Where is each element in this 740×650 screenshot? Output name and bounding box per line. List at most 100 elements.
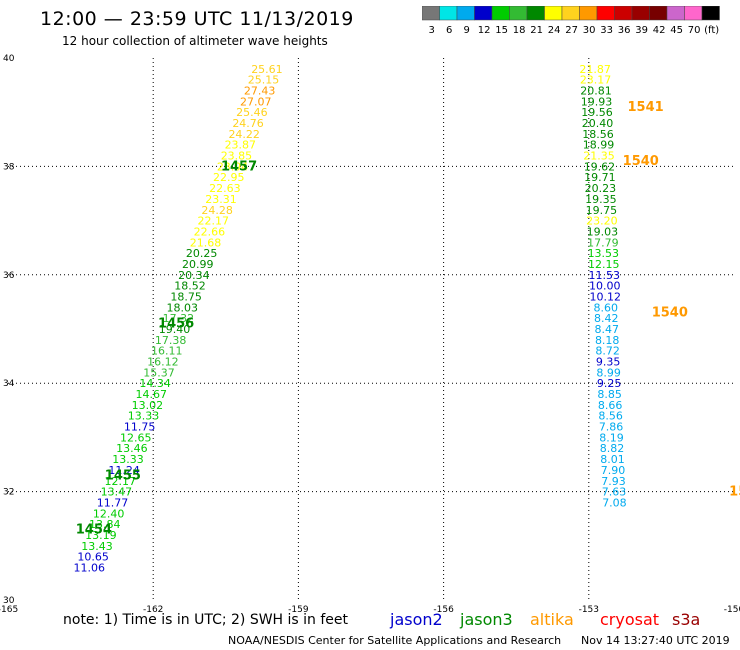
wave-height-value: 17.32 [163, 312, 195, 325]
wave-height-value: 22.63 [209, 182, 241, 195]
wave-height-value: 21.87 [579, 63, 611, 76]
wave-height-value: 18.03 [166, 301, 198, 314]
y-tick-label: 34 [3, 379, 15, 389]
wave-height-value: 11.75 [124, 421, 156, 434]
legend-label: 9 [463, 25, 469, 36]
wave-height-value: 13.43 [81, 540, 113, 553]
legend-cryosat: cryosat [600, 610, 660, 629]
wave-height-value: 8.72 [595, 345, 620, 358]
wave-height-value: 25.46 [236, 106, 268, 119]
legend-label: 36 [618, 25, 631, 36]
x-tick-label: -165 [0, 605, 18, 615]
wave-height-value: 25.15 [248, 74, 280, 87]
wave-height-value: 24.76 [232, 117, 264, 130]
wave-height-value: 7.63 [602, 486, 627, 499]
wave-height-value: 13.33 [128, 410, 160, 423]
legend-label: 45 [670, 25, 683, 36]
track-time-label: 1456 [158, 317, 194, 332]
wave-height-value: 13.53 [588, 247, 620, 260]
legend-s3a: s3a [672, 610, 701, 629]
track-time-label: 1454 [76, 523, 112, 538]
wave-height-value: 8.56 [598, 410, 623, 423]
legend-label: 33 [600, 25, 613, 36]
footer-credit: NOAA/NESDIS Center for Satellite Applica… [228, 634, 562, 647]
track-time-label: 1540 [652, 306, 688, 321]
wave-height-value: 23.94 [217, 160, 249, 173]
wave-height-value: 11.53 [589, 269, 621, 282]
wave-height-value: 14.67 [136, 388, 168, 401]
wave-height-value: 13.19 [85, 529, 117, 542]
wave-height-value: 18.56 [582, 128, 614, 141]
track-time-label: 1455 [105, 468, 141, 483]
wave-height-value: 11.06 [74, 561, 106, 574]
wave-height-value: 22.17 [197, 215, 229, 228]
legend-label: 39 [635, 25, 648, 36]
footer-timestamp: Nov 14 13:27:40 UTC 2019 [581, 634, 730, 647]
wave-height-value: 21.35 [583, 150, 615, 163]
wave-height-value: 8.47 [594, 323, 619, 336]
wave-height-value: 7.93 [601, 475, 626, 488]
legend-altika: altika [530, 610, 574, 629]
wave-height-value: 16.11 [151, 345, 183, 358]
legend-label: 12 [478, 25, 491, 36]
track-time-label: 1541 [628, 100, 664, 115]
wave-height-value: 23.87 [225, 139, 257, 152]
wave-height-value: 12.40 [93, 507, 125, 520]
legend-label: 42 [653, 25, 666, 36]
legend-jason2: jason2 [390, 610, 443, 629]
legend-label: 27 [565, 25, 578, 36]
legend-label: 24 [548, 25, 561, 36]
wave-height-value: 9.25 [597, 377, 622, 390]
wave-height-value: 12.65 [120, 431, 152, 444]
legend-label: 30 [583, 25, 596, 36]
legend-label: 15 [495, 25, 508, 36]
wave-height-value: 16.12 [147, 356, 179, 369]
wave-height-value: 13.47 [101, 486, 133, 499]
x-tick-label: -150 [724, 605, 740, 615]
page-title: 12:00 — 23:59 UTC 11/13/2019 [40, 8, 354, 30]
wave-height-value: 19.71 [584, 171, 616, 184]
wave-height-value: 7.90 [601, 464, 626, 477]
wave-height-value: 21.68 [190, 236, 222, 249]
wave-height-value: 15.37 [143, 366, 175, 379]
wave-height-value: 20.81 [580, 85, 612, 98]
wave-height-value: 13.33 [112, 453, 144, 466]
wave-height-value: 12.17 [105, 475, 137, 488]
wave-height-value: 19.93 [581, 95, 613, 108]
legend-swatch [701, 6, 720, 21]
wave-height-value: 19.75 [586, 204, 618, 217]
wave-height-value: 13.46 [116, 442, 148, 455]
wave-height-value: 10.65 [77, 551, 109, 564]
wave-height-value: 19.56 [581, 106, 613, 119]
wave-height-value: 24.22 [228, 128, 260, 141]
wave-height-value: 10.00 [589, 280, 621, 293]
wave-height-value: 19.62 [584, 160, 616, 173]
wave-height-value: 10.12 [590, 290, 622, 303]
wave-height-value: 8.42 [594, 312, 619, 325]
wave-height-value: 17.38 [155, 334, 187, 347]
legend-label: 70 [688, 25, 701, 36]
note-text: note: 1) Time is in UTC; 2) SWH is in fe… [63, 612, 349, 628]
wave-height-value: 22.66 [194, 225, 226, 238]
x-tick-label: -153 [579, 605, 599, 615]
wave-height-value: 27.07 [240, 95, 272, 108]
x-tick-label: -156 [433, 605, 454, 615]
legend-label: 6 [446, 25, 452, 36]
wave-height-value: 25.61 [251, 63, 283, 76]
wave-height-value: 19.03 [587, 225, 619, 238]
wave-height-value: 19.35 [585, 193, 617, 206]
y-tick-label: 30 [3, 596, 15, 606]
legend-label: (ft) [704, 25, 719, 36]
legend-jason3: jason3 [460, 610, 513, 629]
wave-height-value: 11.24 [108, 464, 140, 477]
wave-height-value: 20.40 [582, 117, 614, 130]
x-tick-label: -159 [288, 605, 309, 615]
wave-height-value: 13.84 [89, 518, 121, 531]
wave-height-value: 20.23 [585, 182, 617, 195]
wave-height-value: 20.25 [186, 247, 218, 260]
wave-height-value: 27.43 [244, 85, 276, 98]
wave-height-value: 20.34 [178, 269, 210, 282]
wave-height-value: 18.99 [583, 139, 615, 152]
wave-height-value: 9.35 [596, 356, 621, 369]
wave-height-value: 23.31 [205, 193, 237, 206]
